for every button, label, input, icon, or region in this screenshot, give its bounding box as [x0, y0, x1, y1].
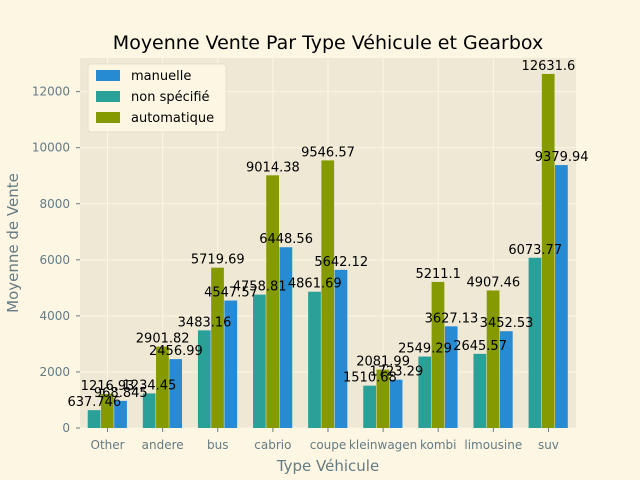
bar-value-label: 2549.29 [398, 342, 452, 357]
bar-value-label: 6448.56 [259, 232, 313, 247]
legend-swatch [96, 112, 120, 123]
bar-value-label: 637.746 [67, 395, 121, 410]
bar [197, 330, 211, 428]
bar-value-label: 2645.57 [453, 339, 507, 354]
bar-value-label: 5642.12 [314, 255, 368, 270]
bar [114, 400, 127, 428]
bar [100, 393, 114, 428]
bar [211, 267, 224, 428]
bar [444, 326, 458, 428]
legend-box [87, 63, 227, 133]
y-tick-label: 12000 [32, 85, 70, 99]
bar [156, 346, 169, 428]
legend-label: non spécifié [131, 90, 210, 105]
x-tick-label: Other [91, 438, 125, 452]
bar [279, 247, 293, 428]
bar-value-label: 5719.69 [191, 253, 245, 268]
x-tick-label: kombi [420, 438, 457, 452]
chart-title: Moyenne Vente Par Type Véhicule et Gearb… [113, 32, 543, 54]
bar-value-label: 968.845 [94, 386, 148, 401]
y-tick-label: 8000 [39, 197, 70, 211]
y-tick-label: 4000 [39, 309, 70, 323]
legend-swatch [96, 91, 120, 102]
x-tick-label: suv [538, 438, 559, 452]
bar-value-label: 1234.45 [123, 378, 177, 393]
bar-value-label: 12631.6 [522, 59, 576, 74]
bar-value-label: 6073.77 [508, 243, 562, 258]
x-tick-label: andere [142, 438, 184, 452]
y-tick-label: 10000 [32, 141, 70, 155]
x-axis-label: Type Véhicule [276, 457, 379, 475]
y-tick-label: 6000 [39, 253, 70, 267]
bar [87, 410, 101, 428]
bar-value-label: 1216.93 [81, 379, 135, 394]
bar-value-label: 3483.16 [178, 315, 232, 330]
bar-value-label: 4907.46 [466, 275, 520, 290]
legend-swatch [96, 70, 120, 81]
x-tick-label: coupe [310, 438, 347, 452]
bar [555, 165, 568, 428]
bar-value-label: 9379.94 [535, 150, 589, 165]
bar-value-label: 4758.81 [233, 280, 287, 295]
bar [431, 281, 445, 428]
bar [418, 356, 432, 428]
bar [142, 393, 156, 428]
bar [499, 331, 513, 428]
bar [528, 257, 542, 428]
bar-value-label: 2901.82 [136, 332, 190, 347]
bar [224, 300, 238, 428]
bar-value-label: 1510.68 [343, 371, 397, 386]
legend-label: automatique [131, 111, 214, 126]
legend-label: manuelle [131, 69, 191, 84]
bar [363, 385, 376, 428]
bar [334, 269, 348, 428]
bar [389, 379, 403, 428]
x-tick-label: bus [207, 438, 228, 452]
y-axis-label: Moyenne de Vente [4, 173, 22, 313]
y-tick-label: 2000 [39, 365, 70, 379]
bar-value-label: 9014.38 [246, 160, 300, 175]
bar-value-label: 2456.99 [149, 344, 203, 359]
bar-value-label: 4861.69 [288, 277, 342, 292]
bar [486, 290, 500, 428]
bar [266, 175, 280, 428]
x-tick-label: cabrio [254, 438, 291, 452]
x-tick-label: limousine [464, 438, 522, 452]
bar [376, 369, 390, 428]
bar-value-label: 3452.53 [480, 316, 534, 331]
bar [308, 291, 321, 428]
y-tick-label: 0 [62, 421, 70, 435]
bar-value-label: 4547.57 [204, 286, 258, 301]
bar-value-label: 3627.13 [425, 311, 479, 326]
bar-value-label: 9546.57 [301, 145, 355, 160]
bar [169, 359, 183, 428]
bar-value-label: 2081.99 [356, 355, 410, 370]
bar-value-label: 5211.1 [415, 267, 461, 282]
bar [473, 353, 487, 428]
bar-value-label: 1723.29 [369, 365, 423, 380]
bar [321, 160, 335, 429]
bar [541, 73, 555, 428]
bar [253, 294, 266, 428]
x-tick-label: kleinwagen [349, 438, 417, 452]
